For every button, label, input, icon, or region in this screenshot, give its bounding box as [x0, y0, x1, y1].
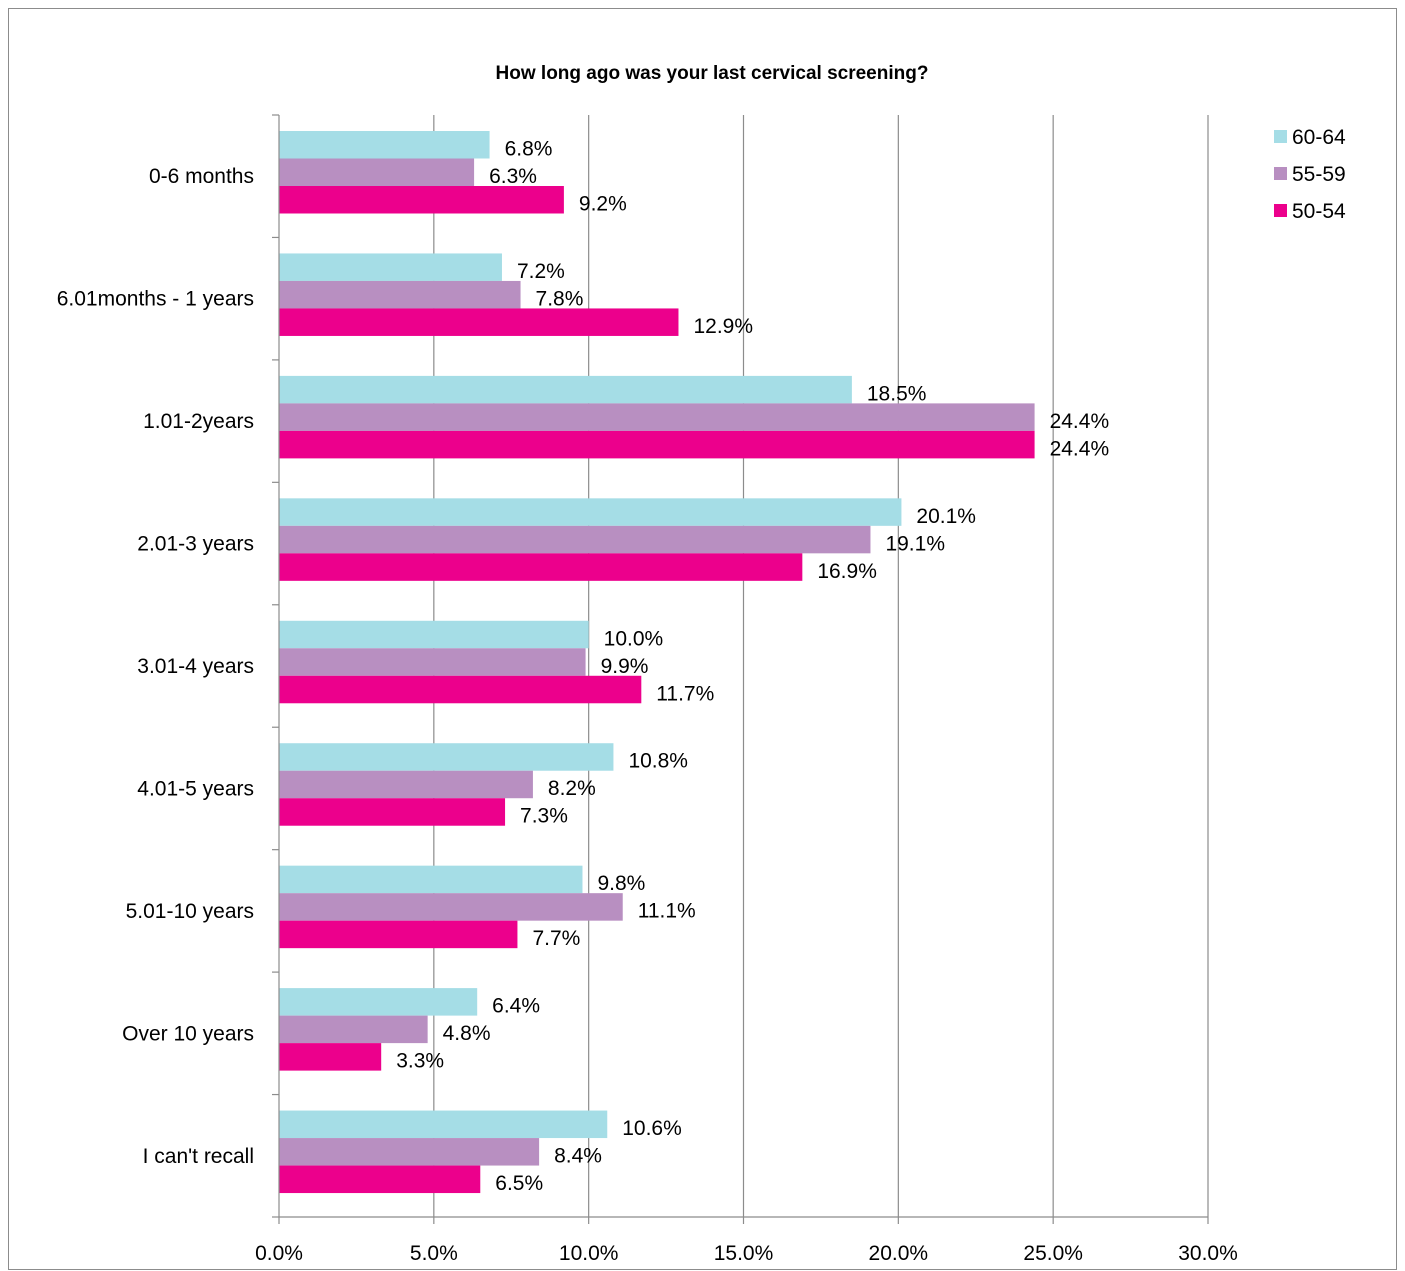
- bar-50-54: [279, 1043, 382, 1071]
- bar-60-64: [279, 865, 583, 894]
- legend-swatch-60-64: [1274, 130, 1287, 143]
- bar-50-54: [279, 308, 679, 336]
- bar-55-59: [279, 158, 475, 186]
- category-label: 6.01months - 1 years: [57, 288, 254, 311]
- data-label: 6.5%: [495, 1172, 543, 1195]
- x-tick-label: 20.0%: [869, 1242, 929, 1265]
- data-label: 18.5%: [867, 382, 927, 405]
- bar-50-54: [279, 430, 1035, 459]
- data-label: 16.9%: [817, 560, 877, 583]
- x-tick-label: 15.0%: [714, 1242, 774, 1265]
- chart-title: How long ago was your last cervical scre…: [496, 63, 929, 84]
- data-label: 9.2%: [579, 193, 627, 216]
- legend-label: 55-59: [1292, 163, 1346, 186]
- bar-60-64: [279, 988, 478, 1016]
- bar-50-54: [279, 920, 518, 949]
- bar-50-54: [279, 553, 803, 581]
- data-label: 11.1%: [638, 900, 696, 923]
- bar-60-64: [279, 375, 852, 404]
- gridlines: [433, 115, 1209, 1217]
- data-label: 8.4%: [554, 1145, 602, 1168]
- legend-swatch-50-54: [1274, 204, 1287, 217]
- data-label: 9.8%: [597, 872, 645, 895]
- bar-55-59: [279, 1138, 540, 1166]
- x-tick-label: 0.0%: [255, 1242, 303, 1265]
- x-tick-label: 30.0%: [1178, 1242, 1238, 1265]
- data-label: 10.0%: [604, 627, 664, 650]
- legend-swatch-55-59: [1274, 167, 1287, 180]
- data-label: 24.4%: [1050, 437, 1110, 460]
- data-label: 10.6%: [622, 1117, 682, 1140]
- category-label: 0-6 months: [149, 165, 254, 188]
- bar-60-64: [279, 743, 614, 771]
- category-label: 2.01-3 years: [137, 533, 254, 556]
- axes: 0.0% 5.0% 10.0% 15.0% 20.0% 25.0% 30.0% 0-6 mon…: [57, 114, 1238, 1265]
- bars: [279, 131, 1035, 1194]
- bar-55-59: [279, 525, 871, 554]
- bar-55-59: [279, 893, 623, 921]
- data-label: 11.7%: [656, 682, 714, 705]
- category-label: I can't recall: [143, 1145, 254, 1168]
- bar-50-54: [279, 1165, 481, 1194]
- x-tick-label: 25.0%: [1023, 1242, 1083, 1265]
- x-tick-label: 5.0%: [410, 1242, 458, 1265]
- data-label: 7.7%: [532, 927, 580, 950]
- bar-60-64: [279, 620, 589, 649]
- data-label: 7.3%: [520, 805, 568, 828]
- bar-50-54: [279, 186, 564, 214]
- bar-55-59: [279, 770, 533, 799]
- legend: 60-64 55-59 50-54: [1274, 126, 1346, 223]
- data-label: 12.9%: [693, 315, 753, 338]
- data-label: 9.9%: [601, 655, 649, 678]
- data-label: 10.8%: [628, 750, 688, 773]
- data-label: 7.8%: [536, 287, 584, 310]
- data-label: 20.1%: [916, 505, 976, 528]
- chart-frame: How long ago was your last cervical scre…: [8, 8, 1397, 1270]
- bar-55-59: [279, 403, 1035, 431]
- category-label: 3.01-4 years: [137, 655, 254, 678]
- data-label: 6.3%: [489, 165, 537, 188]
- bar-60-64: [279, 498, 902, 526]
- x-tick-label: 10.0%: [559, 1242, 619, 1265]
- bar-60-64: [279, 131, 490, 159]
- data-label: 8.2%: [548, 777, 596, 800]
- data-label: 24.4%: [1050, 410, 1110, 433]
- bar-60-64: [279, 1110, 608, 1139]
- data-label: 6.8%: [505, 138, 553, 161]
- category-label: 4.01-5 years: [137, 777, 254, 800]
- data-label: 19.1%: [885, 532, 945, 555]
- category-label: 5.01-10 years: [126, 900, 254, 923]
- legend-label: 50-54: [1292, 200, 1346, 223]
- bar-50-54: [279, 798, 506, 826]
- legend-label: 60-64: [1292, 126, 1346, 149]
- data-label: 4.8%: [443, 1022, 491, 1045]
- bar-55-59: [279, 280, 521, 309]
- bar-60-64: [279, 253, 502, 281]
- data-label: 6.4%: [492, 995, 540, 1018]
- bar-50-54: [279, 675, 642, 704]
- bar-chart: How long ago was your last cervical scre…: [57, 63, 1346, 1265]
- bar-55-59: [279, 648, 586, 676]
- data-label: 7.2%: [517, 260, 565, 283]
- data-label: 3.3%: [396, 1050, 444, 1073]
- data-labels: 6.8% 6.3% 9.2% 7.2% 7.8% 12.9% 18.5% 24.4% 24.4%…: [396, 138, 1109, 1196]
- category-label: 1.01-2years: [143, 410, 254, 433]
- bar-55-59: [279, 1015, 428, 1044]
- category-label: Over 10 years: [122, 1022, 254, 1045]
